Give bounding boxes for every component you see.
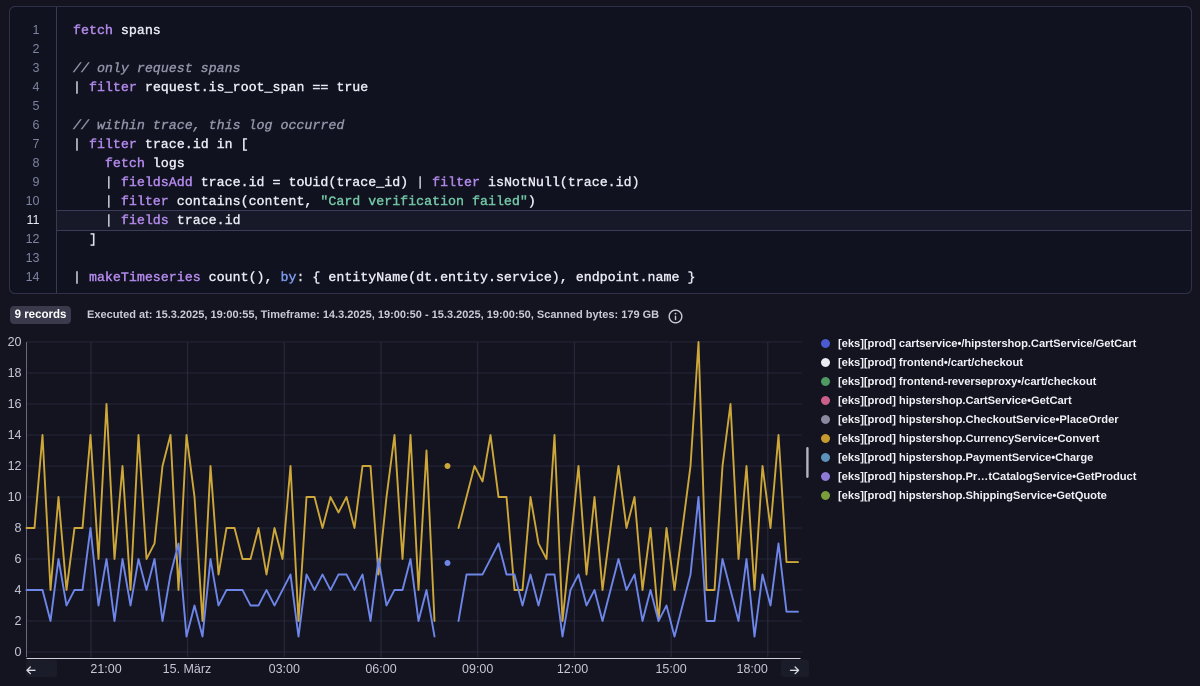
svg-text:10: 10 <box>8 490 22 504</box>
svg-text:2: 2 <box>15 614 22 628</box>
svg-text:12: 12 <box>8 459 22 473</box>
svg-text:6: 6 <box>15 552 22 566</box>
svg-text:0: 0 <box>15 645 22 659</box>
svg-text:8: 8 <box>15 521 22 535</box>
svg-text:18:00: 18:00 <box>737 662 768 676</box>
svg-text:16: 16 <box>8 397 22 411</box>
svg-text:06:00: 06:00 <box>365 662 396 676</box>
svg-text:15. März: 15. März <box>163 662 212 676</box>
svg-text:18: 18 <box>8 366 22 380</box>
svg-text:20: 20 <box>8 335 22 349</box>
svg-text:09:00: 09:00 <box>462 662 493 676</box>
svg-text:03:00: 03:00 <box>269 662 300 676</box>
svg-text:14: 14 <box>8 428 22 442</box>
svg-text:21:00: 21:00 <box>90 662 121 676</box>
svg-text:12:00: 12:00 <box>557 662 588 676</box>
svg-text:15:00: 15:00 <box>655 662 686 676</box>
svg-text:4: 4 <box>15 583 22 597</box>
